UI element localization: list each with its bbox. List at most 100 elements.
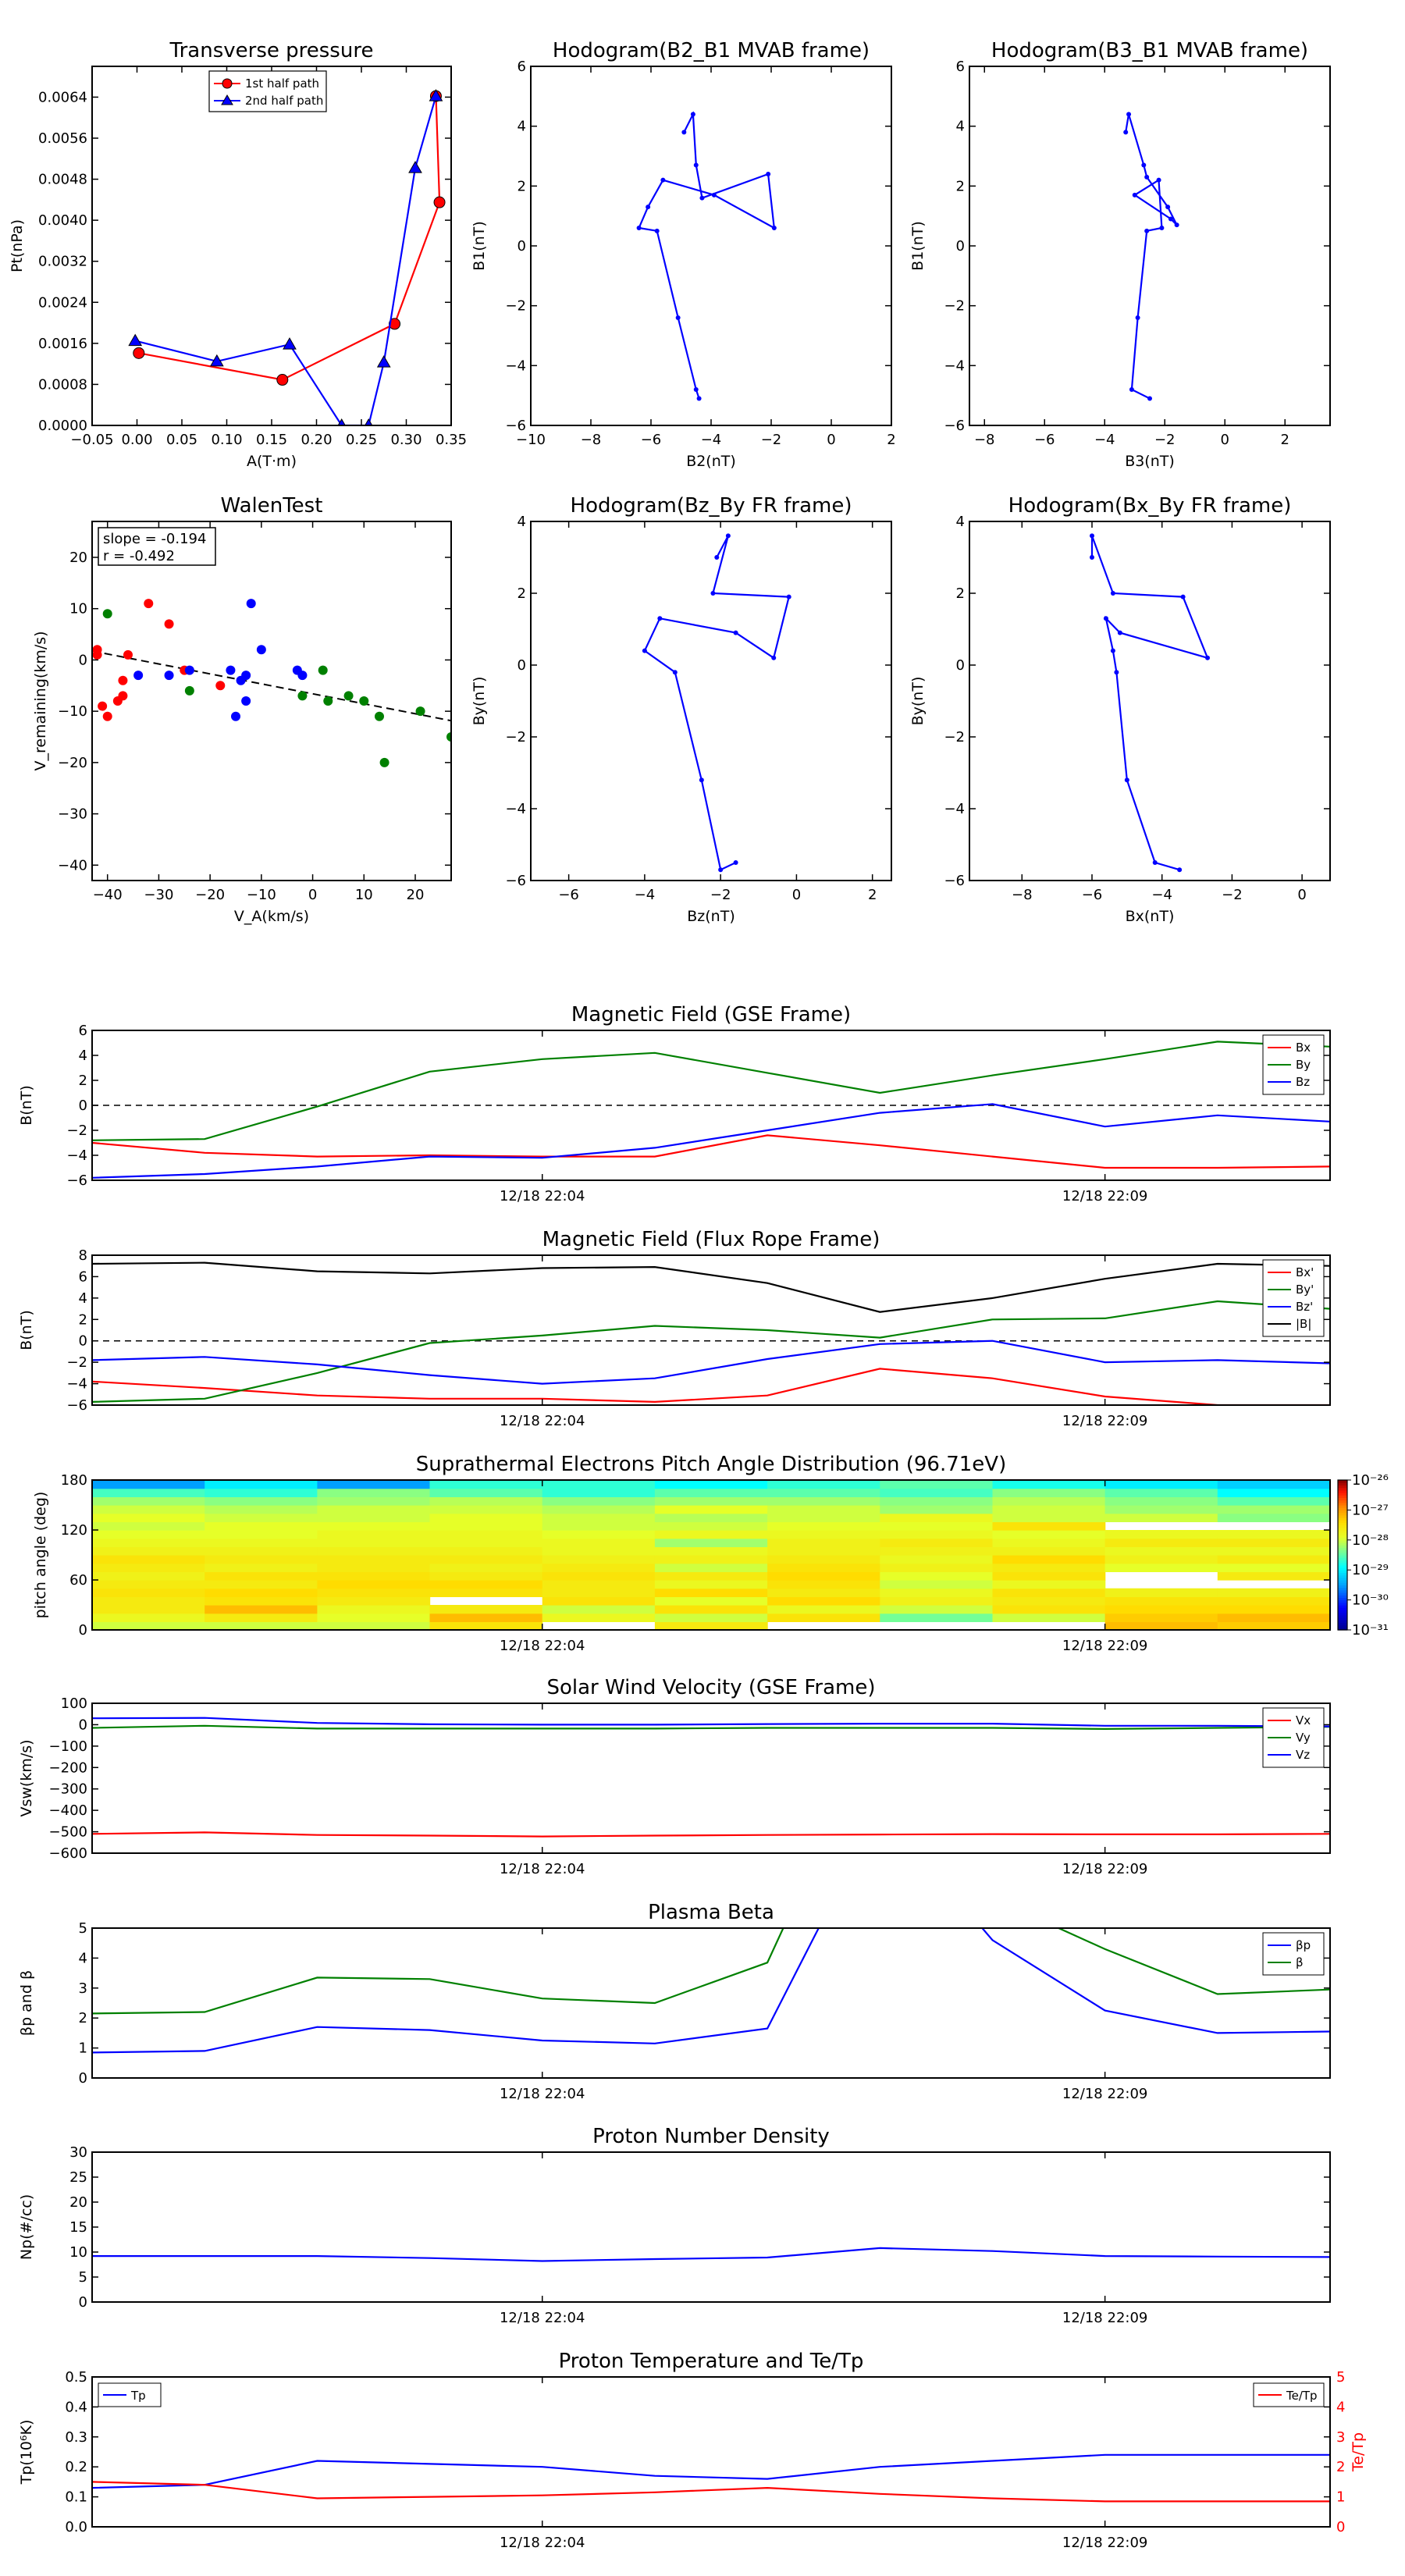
hodogram_b2_b1-xtick-label: −10 xyxy=(516,432,546,448)
proton_density-chart: Proton Number Density 0 5 10 15 20 25 30 12/18 2… xyxy=(18,2125,1331,2326)
pad-cell xyxy=(542,1588,656,1597)
mag_fr-time-label: 12/18 22:04 xyxy=(500,1413,585,1429)
pad-cell xyxy=(880,1480,994,1489)
proton_temp-y2tick-label: 1 xyxy=(1336,2489,1345,2506)
plasma_beta-legend-box xyxy=(1262,1932,1325,1976)
walen_test-point xyxy=(375,711,384,721)
proton_temp-y2tick-label: 2 xyxy=(1336,2459,1345,2475)
pad-cell xyxy=(654,1521,768,1531)
pad-colorbar-cell xyxy=(1338,1522,1347,1526)
pad-colorbar-label: 10⁻²⁷ xyxy=(1352,1502,1389,1518)
mag_gse-legend-label: Bz xyxy=(1296,1075,1310,1089)
pad-colorbar-cell xyxy=(1338,1482,1347,1485)
hodogram_bz_by-point xyxy=(642,648,647,653)
pad-cell xyxy=(1217,1555,1330,1564)
sw_velocity-plot-area xyxy=(92,1717,1330,1838)
walen_test-plot-area xyxy=(92,599,451,767)
walen_test-point xyxy=(359,696,369,706)
pad-colorbar-cell xyxy=(1338,1589,1347,1593)
hodogram_b3_b1-point xyxy=(1144,174,1150,180)
hodogram_b3_b1-point xyxy=(1123,130,1129,135)
hodogram_b3_b1-xtick-label: −6 xyxy=(1034,432,1055,448)
pad-cell xyxy=(542,1613,656,1622)
pad-cell xyxy=(317,1546,431,1556)
mag_gse-ytick-label: 2 xyxy=(79,1073,87,1089)
pad-cell xyxy=(1104,1496,1218,1506)
transverse_pressure-xlabel: A(T·m) xyxy=(247,453,297,470)
pad-colorbar-cell xyxy=(1338,1610,1347,1614)
walen_test-point xyxy=(297,671,308,681)
plasma_beta-time-label: 12/18 22:09 xyxy=(1062,2086,1147,2102)
pad-cell xyxy=(317,1521,431,1531)
pad-colorbar-cell xyxy=(1338,1547,1347,1551)
hodogram_bz_by-ytick-label: −2 xyxy=(505,729,526,745)
proton_density-ytick-label: 5 xyxy=(79,2269,87,2286)
pad-cell xyxy=(1104,1605,1218,1614)
plasma_beta-chart: Plasma Beta 0 1 2 3 4 5 12/18 22:04 12/18 22:09 β… xyxy=(18,1901,1331,2102)
hodogram_b3_b1-xlabel: B3(nT) xyxy=(1125,453,1175,470)
walen_test-xtick-label: 20 xyxy=(407,887,425,903)
sw_velocity-series-line-0 xyxy=(92,1831,1330,1838)
hodogram_bz_by-point xyxy=(733,630,738,635)
hodogram_bx_by-point xyxy=(1103,616,1108,621)
pad-cell xyxy=(205,1588,318,1597)
transverse_pressure-xtick-label: 0.20 xyxy=(301,432,332,448)
transverse_pressure-ytick-label: 0.0024 xyxy=(38,294,87,311)
proton_temp-series-line-0 xyxy=(92,2453,1330,2489)
mag_fr-ytick-label: −4 xyxy=(66,1376,87,1393)
walen_test-chart: WalenTest −40 −30 −20 −10 0 10 20 −40 −30 −20 −10 0 1… xyxy=(32,494,452,925)
pad-colorbar-cell xyxy=(1338,1535,1347,1539)
pad-colorbar-cell xyxy=(1338,1605,1347,1608)
hodogram_bx_by-ytick-label: 4 xyxy=(956,514,965,530)
pad-colorbar-cell xyxy=(1338,1620,1347,1623)
pad-cell xyxy=(654,1538,768,1547)
pad-cell xyxy=(542,1480,656,1489)
mag_fr-series-line-3 xyxy=(92,1261,1330,1313)
proton_density-ytick-label: 30 xyxy=(69,2144,87,2161)
mag_gse-ytick-label: 6 xyxy=(79,1023,87,1039)
pad-cell xyxy=(880,1571,994,1581)
pad-cell xyxy=(654,1596,768,1606)
pad-cell xyxy=(992,1530,1106,1539)
pad-cell xyxy=(767,1605,880,1614)
pad-colorbar-cell xyxy=(1338,1597,1347,1601)
walen_test-point xyxy=(92,645,102,655)
pad-cell xyxy=(317,1530,431,1539)
pad-colorbar-cell xyxy=(1338,1607,1347,1610)
pad-colorbar-cell xyxy=(1338,1487,1347,1491)
mag_gse-axes-frame xyxy=(91,1030,1331,1181)
walen_test-ytick-label: 0 xyxy=(79,652,87,668)
transverse_pressure-ylabel: Pt(nPa) xyxy=(9,219,26,272)
hodogram_bz_by-xtick-label: 2 xyxy=(868,887,877,903)
pad-colorbar-cell xyxy=(1338,1614,1347,1618)
hodogram_bz_by-ylabel: By(nT) xyxy=(471,677,488,726)
plasma_beta-ytick-label: 0 xyxy=(79,2070,87,2087)
transverse_pressure-point xyxy=(429,89,443,101)
sw_velocity-time-label: 12/18 22:04 xyxy=(500,1861,585,1877)
transverse_pressure-legend-label: 2nd half path xyxy=(245,94,323,108)
pad-colorbar-cell xyxy=(1338,1572,1347,1576)
hodogram_b2_b1-title: Hodogram(B2_B1 MVAB frame) xyxy=(553,39,870,62)
hodogram_b2_b1-chart: Hodogram(B2_B1 MVAB frame)−6−4−20246−10−… xyxy=(471,39,896,470)
walen_test-annotation-box xyxy=(98,527,216,566)
pad-cell xyxy=(992,1555,1106,1564)
hodogram_b2_b1-xtick-label: 0 xyxy=(827,432,835,448)
pad-cell xyxy=(1217,1480,1330,1489)
pad-cell xyxy=(654,1546,768,1556)
pad-colorbar-cell xyxy=(1338,1502,1347,1506)
hodogram_b3_b1-point xyxy=(1156,177,1161,183)
pad-cell xyxy=(429,1505,543,1514)
hodogram_b3_b1-point xyxy=(1147,396,1152,401)
pad-title: Suprathermal Electrons Pitch Angle Distr… xyxy=(416,1453,1006,1476)
hodogram_b2_b1-ytick-label: 0 xyxy=(518,238,526,254)
pad-colorbar-cell xyxy=(1338,1532,1347,1535)
pad-colorbar-cell xyxy=(1338,1564,1347,1568)
pad-cell xyxy=(317,1480,431,1489)
pad-cell xyxy=(1104,1596,1218,1606)
pad-cell xyxy=(992,1596,1106,1606)
pad-cell xyxy=(542,1496,656,1506)
walen_test-point xyxy=(256,645,266,655)
hodogram_bx_by-point xyxy=(1124,777,1129,783)
pad-cell xyxy=(767,1580,880,1589)
pad-cell xyxy=(542,1596,656,1606)
